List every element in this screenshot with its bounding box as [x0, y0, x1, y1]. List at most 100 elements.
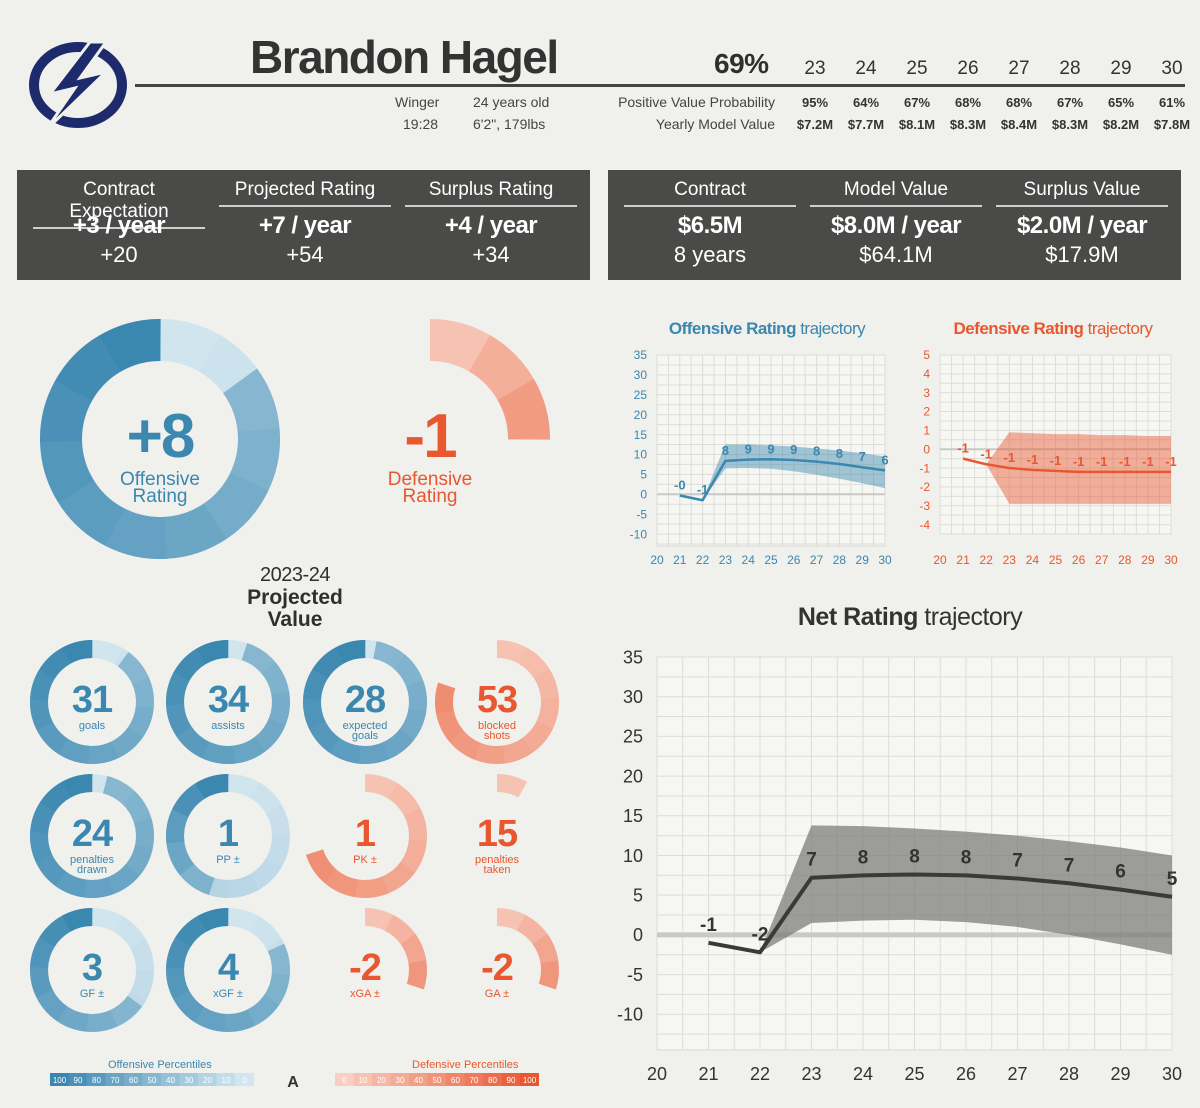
x-tick-label: 29	[1141, 553, 1155, 567]
stat-value: 15	[477, 813, 518, 855]
legend-step: 10	[222, 1076, 231, 1085]
y-tick-label: 15	[634, 428, 648, 442]
ring-segment	[92, 640, 124, 665]
legend-step: 0	[242, 1076, 247, 1085]
y-tick-label: -1	[919, 461, 930, 475]
data-label: -1	[980, 446, 992, 461]
year-header: 24	[855, 58, 877, 79]
x-tick-label: 23	[801, 1064, 821, 1084]
x-tick-label: 26	[956, 1064, 976, 1084]
ring-segment	[266, 805, 290, 837]
legend-title: Defensive Percentiles	[412, 1059, 519, 1071]
ring-fill-segment	[261, 661, 290, 695]
legend-step: 20	[203, 1076, 212, 1085]
legend-swatch	[409, 1073, 428, 1086]
year-header: 27	[1008, 58, 1030, 79]
panel-heading: Surplus Rating	[405, 179, 577, 207]
ring-segment	[114, 916, 146, 949]
ring-fill-segment	[303, 669, 328, 700]
ring-fill-segment	[194, 1007, 226, 1032]
ring-fill-segment	[538, 960, 559, 990]
positive-value-cell: 64%	[852, 95, 880, 110]
panel-total: 8 years	[673, 242, 747, 267]
stat-rings: 31goals34assists28expectedgoals53blocked…	[29, 640, 560, 1032]
x-tick-label: 20	[650, 553, 664, 567]
x-tick-label: 24	[1026, 553, 1040, 567]
x-tick-label: 20	[933, 553, 947, 567]
ring-fill-segment	[393, 654, 423, 687]
data-label: 8	[961, 847, 972, 868]
model-value-cell: $8.3M	[1051, 117, 1089, 132]
year-header: 30	[1161, 58, 1183, 79]
y-tick-label: -4	[919, 518, 930, 532]
ring-fill-segment	[122, 790, 152, 823]
projected-season: 2023-24	[260, 564, 330, 586]
ring-fill-segment	[373, 641, 406, 669]
stat-value: 24	[72, 813, 113, 855]
y-tick-label: 30	[623, 687, 643, 707]
panel-value: +4 / year	[444, 212, 538, 239]
stat-ring	[435, 640, 560, 764]
ring-fill-segment	[111, 726, 144, 758]
legend-step: 60	[451, 1076, 460, 1085]
legend-swatch	[372, 1073, 391, 1086]
x-tick-label: 26	[787, 553, 801, 567]
ring-fill-segment	[166, 968, 190, 1000]
model-value-cell: $8.1M	[898, 117, 936, 132]
projected-line2: Value	[267, 608, 323, 631]
stat-ring	[305, 774, 427, 898]
confidence-band	[963, 432, 1171, 504]
stat-ring	[166, 640, 291, 764]
ring-label: Rating	[403, 486, 458, 507]
ring-fill-segment	[166, 809, 189, 844]
ring-fill-segment	[522, 720, 554, 753]
ring-fill-segment	[241, 643, 276, 674]
ring-fill-segment	[83, 876, 115, 898]
data-label: 6	[1115, 862, 1126, 883]
data-label: 8	[858, 847, 869, 868]
panel-value: +3 / year	[72, 212, 166, 239]
x-tick-label: 23	[719, 553, 733, 567]
ring-fill-segment	[30, 669, 55, 701]
legend-swatch	[446, 1073, 465, 1086]
ring-fill-segment	[254, 717, 286, 752]
ring-label: Offensive	[120, 469, 200, 490]
panel-total: $17.9M	[1045, 242, 1119, 267]
ring-fill-segment	[232, 736, 266, 764]
panel-heading: Model Value	[810, 179, 982, 207]
ring-fill-segment	[497, 908, 526, 931]
legend-step: 60	[129, 1076, 138, 1085]
stat-value: 53	[477, 679, 517, 721]
ring-fill-segment	[107, 864, 140, 894]
data-label: 7	[859, 449, 866, 464]
ring-fill-segment	[223, 368, 280, 433]
ring-fill-segment	[55, 871, 87, 898]
y-tick-label: 0	[633, 925, 643, 945]
x-tick-label: 28	[1059, 1064, 1079, 1084]
y-tick-label: 0	[640, 487, 647, 501]
ring-segment	[130, 939, 154, 971]
model-value-cell: $8.3M	[949, 117, 987, 132]
stat-value: 1	[355, 813, 376, 855]
player-position: Winger	[395, 94, 440, 110]
confidence-band	[708, 825, 1172, 955]
data-label: -1	[697, 482, 709, 497]
ring-fill-segment	[449, 729, 481, 760]
ring-fill-segment	[516, 914, 548, 945]
year-header: 25	[906, 58, 928, 79]
data-label: -1	[1004, 450, 1016, 465]
data-label: -1	[1165, 454, 1177, 469]
ring-fill-segment	[400, 839, 427, 873]
legend-step: 40	[414, 1076, 423, 1085]
legend-swatch	[124, 1073, 143, 1086]
ring-value: -1	[404, 402, 456, 471]
data-label: -1	[1096, 454, 1108, 469]
x-tick-label: 27	[1007, 1064, 1027, 1084]
stat-label: shots	[484, 730, 511, 742]
player-name: Brandon Hagel	[250, 31, 559, 83]
ring-fill-segment	[61, 640, 93, 664]
ring-fill-segment	[54, 335, 121, 402]
ring-fill-segment	[37, 722, 69, 755]
y-tick-label: 20	[634, 408, 648, 422]
ring-segment	[228, 774, 260, 799]
